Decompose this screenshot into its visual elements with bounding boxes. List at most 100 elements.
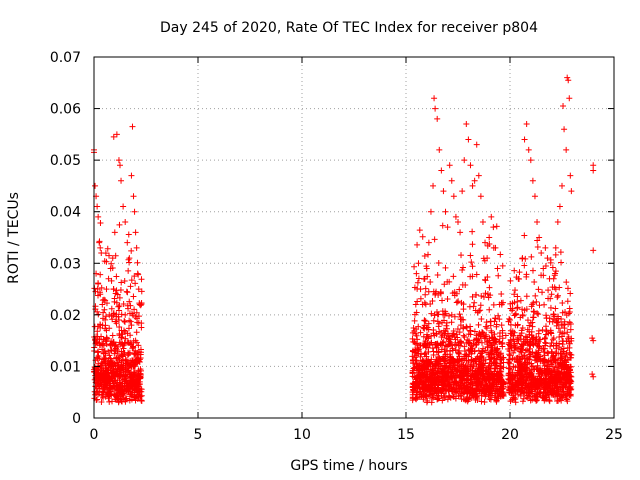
data-point (138, 397, 145, 404)
data-point (548, 348, 555, 355)
data-point (95, 213, 102, 220)
data-point (565, 373, 572, 380)
data-point (434, 311, 441, 318)
data-point (564, 74, 571, 81)
data-point (494, 345, 501, 352)
data-point (487, 292, 494, 299)
data-point (102, 376, 109, 383)
data-point (455, 298, 462, 305)
data-point (479, 219, 486, 226)
data-point (463, 351, 470, 358)
data-point (461, 370, 468, 377)
data-point (558, 315, 565, 322)
data-point (551, 366, 558, 373)
data-point (105, 395, 112, 402)
data-point (527, 157, 534, 164)
data-point (116, 294, 123, 301)
data-point (424, 333, 431, 340)
data-point (563, 396, 570, 403)
data-point (446, 335, 453, 342)
data-point (498, 291, 505, 298)
data-point (466, 303, 473, 310)
data-point (422, 384, 429, 391)
data-point (509, 379, 516, 386)
data-point (475, 308, 482, 315)
data-point (590, 337, 597, 344)
data-point (558, 321, 565, 328)
y-tick-label: 0.04 (50, 205, 81, 221)
data-point (448, 177, 455, 184)
data-point (477, 302, 484, 309)
data-point (97, 271, 104, 278)
data-point (422, 285, 429, 292)
data-point (441, 281, 448, 288)
data-point (428, 372, 435, 379)
data-point (440, 188, 447, 195)
data-point (554, 391, 561, 398)
data-point (552, 251, 559, 258)
data-point (550, 316, 557, 323)
data-point (125, 351, 132, 358)
data-point (420, 396, 427, 403)
data-point (534, 219, 541, 226)
data-point (550, 342, 557, 349)
data-point (126, 349, 133, 356)
data-point (496, 385, 503, 392)
y-tick-label: 0 (72, 411, 81, 427)
data-point (556, 370, 563, 377)
data-point (567, 290, 574, 297)
data-point (546, 368, 553, 375)
data-point (545, 350, 552, 357)
data-point (506, 351, 513, 358)
data-point (529, 323, 536, 330)
data-point (441, 311, 448, 318)
data-point (106, 360, 113, 367)
y-tick-label: 0.01 (50, 359, 81, 375)
data-point (562, 393, 569, 400)
data-point (108, 341, 115, 348)
data-point (480, 293, 487, 300)
data-point (490, 373, 497, 380)
data-point (135, 393, 142, 400)
data-point (473, 141, 480, 148)
data-point (535, 286, 542, 293)
data-point (505, 359, 512, 366)
data-point (127, 318, 134, 325)
data-point (138, 397, 145, 404)
data-point (127, 378, 134, 385)
data-point (109, 316, 116, 323)
data-point (431, 312, 438, 319)
data-point (529, 267, 536, 274)
data-point (493, 321, 500, 328)
data-point (109, 332, 116, 339)
data-point (133, 244, 140, 251)
data-point (560, 102, 567, 109)
data-point (91, 388, 98, 395)
data-point (511, 372, 518, 379)
data-point (110, 382, 117, 389)
data-point (454, 325, 461, 332)
data-point (471, 391, 478, 398)
data-point (480, 345, 487, 352)
data-point (105, 275, 112, 282)
data-point (543, 384, 550, 391)
x-tick-label: 5 (194, 427, 203, 443)
data-point (471, 348, 478, 355)
data-point (122, 359, 129, 366)
data-point (538, 373, 545, 380)
data-point (505, 345, 512, 352)
data-point (534, 310, 541, 317)
data-point (511, 291, 518, 298)
data-point (133, 309, 140, 316)
data-point (425, 251, 432, 258)
data-point (497, 363, 504, 370)
data-point (116, 339, 123, 346)
data-point (557, 371, 564, 378)
data-point (486, 306, 493, 313)
data-point (564, 372, 571, 379)
data-point (541, 349, 548, 356)
data-point (441, 384, 448, 391)
data-point (419, 301, 426, 308)
data-point (494, 265, 501, 272)
data-point (413, 385, 420, 392)
